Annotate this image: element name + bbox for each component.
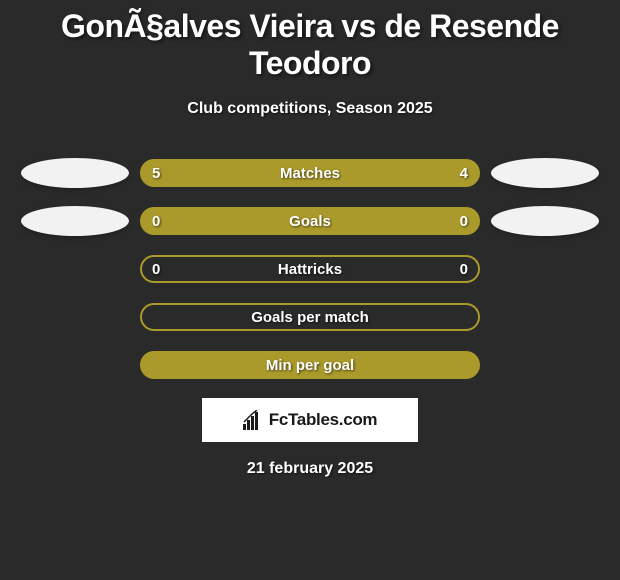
stat-left-value: 0 <box>152 261 160 278</box>
stat-bar: 0 Goals 0 <box>140 207 480 235</box>
left-marker-slot <box>10 302 140 332</box>
page-title: GonÃ§alves Vieira vs de Resende Teodoro <box>0 0 620 82</box>
stat-row-min-per-goal: Min per goal <box>0 350 620 380</box>
stat-label: Hattricks <box>278 261 342 278</box>
left-marker-slot <box>10 350 140 380</box>
left-ellipse <box>21 206 129 236</box>
stat-bar: Min per goal <box>140 351 480 379</box>
stat-row-matches: 5 Matches 4 <box>0 158 620 188</box>
stat-rows: 5 Matches 4 0 Goals 0 <box>0 158 620 380</box>
stat-right-value: 0 <box>460 213 468 230</box>
brand-logo: FcTables.com <box>243 410 378 430</box>
bar-chart-icon <box>243 410 265 430</box>
comparison-infographic: GonÃ§alves Vieira vs de Resende Teodoro … <box>0 0 620 580</box>
stat-row-goals-per-match: Goals per match <box>0 302 620 332</box>
stat-left-value: 0 <box>152 213 160 230</box>
brand-logo-box: FcTables.com <box>202 398 418 442</box>
stat-bar: 5 Matches 4 <box>140 159 480 187</box>
stat-right-value: 0 <box>460 261 468 278</box>
stat-bar: Goals per match <box>140 303 480 331</box>
stat-label: Goals <box>289 213 331 230</box>
date-label: 21 february 2025 <box>0 460 620 478</box>
stat-row-hattricks: 0 Hattricks 0 <box>0 254 620 284</box>
stat-label: Matches <box>280 165 340 182</box>
left-marker-slot <box>10 254 140 284</box>
stat-right-value: 4 <box>460 165 468 182</box>
left-ellipse <box>21 158 129 188</box>
stat-label: Min per goal <box>266 357 354 374</box>
stat-row-goals: 0 Goals 0 <box>0 206 620 236</box>
page-subtitle: Club competitions, Season 2025 <box>0 100 620 118</box>
left-marker-slot <box>10 158 140 188</box>
right-marker-slot <box>480 302 610 332</box>
right-marker-slot <box>480 158 610 188</box>
right-ellipse <box>491 206 599 236</box>
right-ellipse <box>491 158 599 188</box>
stat-left-value: 5 <box>152 165 160 182</box>
right-marker-slot <box>480 206 610 236</box>
left-marker-slot <box>10 206 140 236</box>
stat-bar: 0 Hattricks 0 <box>140 255 480 283</box>
stat-label: Goals per match <box>251 309 369 326</box>
brand-logo-text: FcTables.com <box>269 410 378 430</box>
right-marker-slot <box>480 254 610 284</box>
right-marker-slot <box>480 350 610 380</box>
